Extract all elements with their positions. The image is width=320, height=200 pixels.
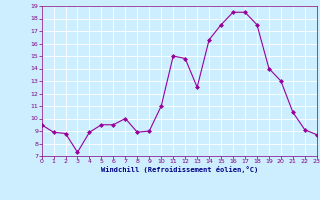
X-axis label: Windchill (Refroidissement éolien,°C): Windchill (Refroidissement éolien,°C) [100,166,258,173]
